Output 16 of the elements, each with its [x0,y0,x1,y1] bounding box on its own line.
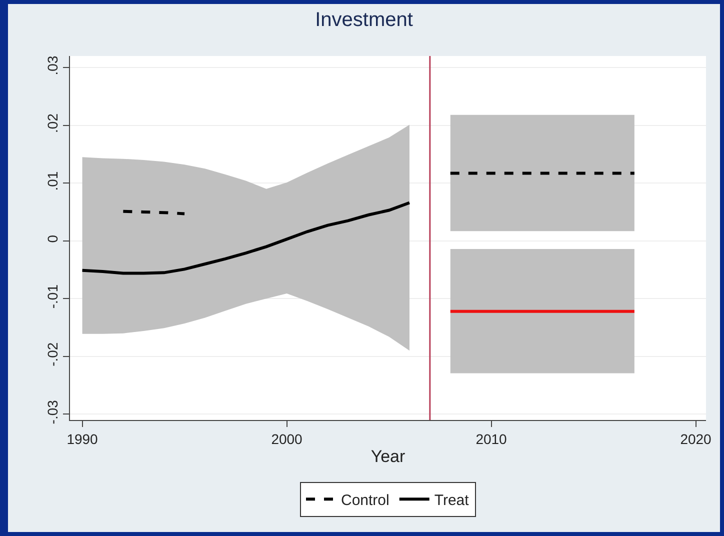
y-tick-label: -.01 [44,284,60,309]
x-tick-label: 2020 [680,430,712,447]
x-tick-label: 2010 [476,430,508,447]
y-tick-label: .01 [44,171,60,191]
y-tick-label: .03 [44,56,60,76]
legend-label: Treat [434,492,470,509]
x-axis-title: Year [370,447,406,466]
x-tick-label: 2000 [271,430,303,447]
y-tick-label: .02 [44,113,60,133]
y-tick-label: -.03 [44,400,60,424]
line-series [80,201,411,275]
chart-title: Investment [315,8,414,31]
y-tick-label: 0 [44,234,60,243]
legend-label: Control [341,492,390,509]
x-tick-label: 1990 [66,430,98,447]
y-tick-label: -.02 [44,342,60,366]
